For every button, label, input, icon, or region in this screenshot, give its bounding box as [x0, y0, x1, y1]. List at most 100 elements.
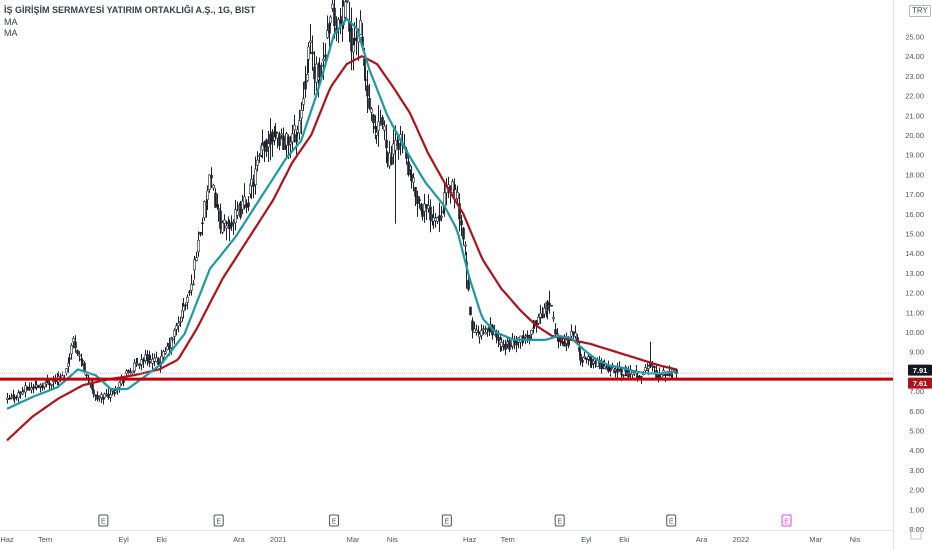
candle-body: [559, 338, 562, 343]
y-tick-label: 22.00: [905, 92, 924, 101]
earnings-marker[interactable]: [666, 514, 677, 527]
candle-body: [326, 30, 329, 39]
candle-body: [324, 54, 327, 58]
candle-body: [92, 389, 95, 394]
candle-body: [414, 187, 417, 197]
candle-body: [482, 328, 485, 331]
earnings-marker[interactable]: [781, 514, 792, 527]
earnings-marker[interactable]: [554, 514, 565, 527]
candle-body: [252, 181, 255, 187]
x-tick-label: Eki: [619, 535, 630, 544]
earnings-marker[interactable]: [98, 514, 109, 527]
candle-body: [157, 358, 160, 365]
candle-body: [462, 227, 465, 240]
candle-body: [164, 351, 167, 354]
candle-body: [383, 125, 386, 131]
candle-body: [175, 325, 178, 330]
y-tick-label: 0.00: [909, 525, 924, 534]
candle-body: [497, 336, 500, 341]
candle-body: [375, 131, 378, 136]
candle-body: [548, 303, 551, 305]
candle-body: [50, 384, 53, 386]
candle-body: [440, 216, 443, 218]
price-badge: [908, 364, 932, 376]
candle-body: [366, 85, 369, 97]
ma-fast-line[interactable]: [6, 17, 677, 410]
candle-body: [199, 231, 202, 235]
candle-body: [91, 383, 94, 390]
y-tick-label: 5.00: [909, 427, 924, 436]
candle-body: [322, 58, 325, 62]
y-tick-label: 21.00: [905, 111, 924, 120]
earnings-marker-label: E: [557, 519, 562, 526]
earnings-marker[interactable]: [329, 514, 340, 527]
candle-body: [282, 135, 285, 150]
candle-body: [537, 316, 540, 324]
x-tick-label: Eyl: [581, 535, 592, 544]
currency-badge[interactable]: TRY: [909, 5, 931, 17]
settings-icon[interactable]: [910, 528, 922, 540]
candle-body: [192, 283, 195, 286]
candle-body: [170, 337, 173, 349]
candle-body: [346, 0, 349, 2]
y-tick-label: 16.00: [905, 210, 924, 219]
candle-body: [133, 362, 136, 372]
candle-body: [225, 225, 228, 229]
earnings-marker[interactable]: [441, 514, 452, 527]
y-tick-label: 23.00: [905, 72, 924, 81]
ma-indicator-label-1[interactable]: MA: [4, 16, 18, 27]
candle-body: [223, 219, 226, 224]
candle-body: [127, 369, 130, 373]
candle-body: [70, 345, 73, 355]
candle-body: [138, 364, 141, 367]
candle-body: [261, 144, 264, 151]
candle-body: [166, 346, 169, 350]
candle-body: [280, 133, 283, 136]
candle-body: [541, 314, 544, 319]
candle-body: [304, 80, 307, 90]
candle-body: [239, 203, 242, 218]
candle-body: [592, 360, 595, 364]
candle-body: [83, 362, 86, 371]
candle-body: [144, 354, 147, 361]
candle-body: [291, 133, 294, 143]
candle-body: [293, 124, 296, 131]
candle-body: [484, 332, 487, 335]
candle-body: [311, 51, 314, 55]
candle-body: [103, 393, 106, 398]
chart-legend: İŞ GİRİŞİM SERMAYESİ YATIRIM ORTAKLIĞI A…: [4, 5, 256, 40]
candle-body: [217, 208, 220, 210]
candle-body: [142, 359, 145, 362]
candle-body: [173, 330, 176, 337]
candle-body: [458, 203, 461, 220]
candle-body: [146, 354, 149, 361]
ma-slow-line[interactable]: [6, 55, 677, 442]
candle-body: [247, 202, 250, 207]
candle-body: [287, 136, 290, 146]
candle-body: [660, 374, 663, 378]
y-tick-label: 14.00: [905, 249, 924, 258]
candle-body: [295, 134, 298, 143]
candle-body: [254, 168, 257, 185]
candle-body: [171, 338, 174, 341]
candle-body: [78, 354, 81, 357]
candle-body: [96, 395, 99, 400]
candle-body: [182, 306, 185, 312]
candle-body: [451, 181, 454, 194]
candle-body: [467, 280, 470, 290]
candle-body: [43, 382, 46, 388]
candle-body: [306, 74, 309, 81]
candle-body: [344, 1, 347, 18]
y-tick-label: 17.00: [905, 190, 924, 199]
x-tick-label: 2022: [733, 535, 750, 544]
x-tick-label: 2021: [270, 535, 287, 544]
earnings-marker[interactable]: [213, 514, 224, 527]
candle-body: [201, 222, 204, 225]
candle-body: [390, 156, 393, 165]
candle-body: [105, 393, 108, 396]
ma-indicator-label-2[interactable]: MA: [4, 28, 18, 38]
candle-body: [228, 224, 231, 230]
candle-body: [98, 396, 101, 399]
